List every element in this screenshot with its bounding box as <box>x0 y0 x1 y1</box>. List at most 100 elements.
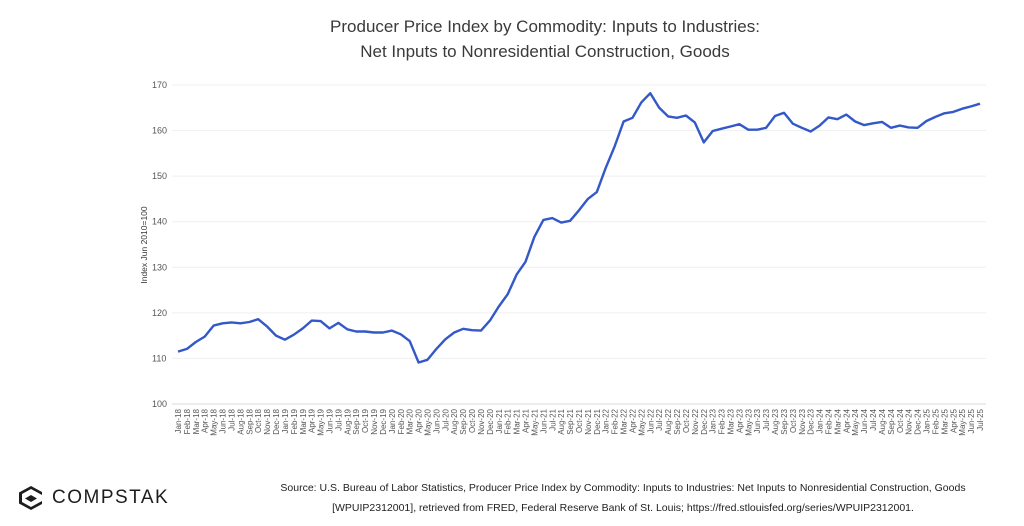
x-tick-label: Aug-20 <box>450 408 459 434</box>
x-tick-label: Aug-23 <box>771 408 780 434</box>
compstak-logo: COMPSTAK <box>18 484 169 512</box>
y-tick-label: 100 <box>152 399 167 409</box>
x-tick-label: Oct-24 <box>896 408 905 433</box>
y-tick-label: 120 <box>152 308 167 318</box>
x-tick-label: Aug-18 <box>236 408 245 434</box>
x-tick-label: May-25 <box>958 408 967 435</box>
x-tick-label: May-20 <box>424 408 433 435</box>
x-tick-label: Sep-18 <box>245 408 254 434</box>
x-tick-label: May-23 <box>744 408 753 435</box>
x-tick-label: Mar-18 <box>192 408 201 434</box>
x-tick-label: Mar-19 <box>299 408 308 434</box>
x-tick-label: Nov-20 <box>477 408 486 434</box>
x-tick-label: Apr-23 <box>735 408 744 433</box>
x-tick-label: Nov-21 <box>584 408 593 434</box>
x-tick-label: Jul-19 <box>334 408 343 430</box>
chart-title: Producer Price Index by Commodity: Input… <box>0 14 1024 64</box>
x-tick-label: Oct-23 <box>789 408 798 433</box>
x-tick-label: Aug-21 <box>557 408 566 434</box>
x-tick-label: Oct-19 <box>361 408 370 433</box>
x-tick-label: Jul-22 <box>655 408 664 430</box>
x-tick-label: Jun-23 <box>753 408 762 433</box>
x-tick-label: Feb-19 <box>290 408 299 434</box>
x-tick-label: Jun-18 <box>219 408 228 433</box>
x-tick-label: Aug-24 <box>878 408 887 434</box>
y-tick-label: 140 <box>152 217 167 227</box>
x-tick-label: Jul-20 <box>441 408 450 430</box>
x-tick-label: Mar-23 <box>726 408 735 434</box>
x-tick-label: Feb-24 <box>825 408 834 434</box>
x-tick-label: Jan-20 <box>388 408 397 433</box>
x-tick-label: May-22 <box>637 408 646 435</box>
x-tick-label: Dec-24 <box>914 408 923 434</box>
x-tick-label: Jul-24 <box>869 408 878 430</box>
x-tick-label: Apr-20 <box>415 408 424 433</box>
source-note: Source: U.S. Bureau of Labor Statistics,… <box>228 478 1018 518</box>
x-tick-label: Nov-18 <box>263 408 272 434</box>
x-tick-label: May-19 <box>317 408 326 435</box>
compstak-logo-icon <box>19 486 42 510</box>
x-tick-label: Apr-22 <box>628 408 637 433</box>
x-tick-label: Jul-18 <box>227 408 236 430</box>
x-tick-label: Feb-25 <box>931 408 940 434</box>
x-tick-label: Apr-21 <box>522 408 531 433</box>
y-tick-label: 150 <box>152 171 167 181</box>
x-tick-label: Dec-23 <box>807 408 816 434</box>
x-tick-label: Jan-24 <box>816 408 825 433</box>
x-tick-label: Jan-21 <box>495 408 504 433</box>
x-tick-label: May-21 <box>530 408 539 435</box>
x-tick-label: Mar-25 <box>940 408 949 434</box>
compstak-logo-text: COMPSTAK <box>52 487 170 508</box>
source-line-2: [WPUIP2312001], retrieved from FRED, Fed… <box>332 502 914 514</box>
x-tick-label: Dec-22 <box>700 408 709 434</box>
x-tick-label: Nov-24 <box>905 408 914 434</box>
x-tick-label: Aug-22 <box>664 408 673 434</box>
x-tick-label: Nov-19 <box>370 408 379 434</box>
x-tick-label: Mar-22 <box>620 408 629 434</box>
x-tick-label: Jun-20 <box>432 408 441 433</box>
x-tick-label: Jun-25 <box>967 408 976 433</box>
x-tick-label: Sep-24 <box>887 408 896 434</box>
y-axis-label: Index Jun 2010=100 <box>139 206 149 284</box>
x-tick-label: Feb-22 <box>611 408 620 434</box>
x-tick-label: Feb-21 <box>504 408 513 434</box>
x-tick-label: Dec-19 <box>379 408 388 434</box>
x-tick-label: Sep-22 <box>673 408 682 434</box>
x-tick-label: Sep-20 <box>459 408 468 434</box>
x-tick-label: Mar-20 <box>406 408 415 434</box>
x-tick-label: May-24 <box>851 408 860 435</box>
x-tick-label: Feb-23 <box>718 408 727 434</box>
x-tick-label: Sep-21 <box>566 408 575 434</box>
x-tick-label: Apr-18 <box>201 408 210 433</box>
x-tick-label: Oct-22 <box>682 408 691 433</box>
x-tick-label: Jan-23 <box>709 408 718 433</box>
y-tick-label: 130 <box>152 262 167 272</box>
x-tick-label: Apr-25 <box>949 408 958 433</box>
x-tick-label: Oct-20 <box>468 408 477 433</box>
x-tick-label: Jun-19 <box>325 408 334 433</box>
x-tick-label: Sep-19 <box>352 408 361 434</box>
chart-title-line-2: Net Inputs to Nonresidential Constructio… <box>360 42 730 61</box>
y-tick-label: 160 <box>152 126 167 136</box>
x-tick-label: Sep-23 <box>780 408 789 434</box>
x-tick-label: Feb-20 <box>397 408 406 434</box>
y-tick-label: 110 <box>152 353 166 363</box>
source-line-1: Source: U.S. Bureau of Labor Statistics,… <box>280 482 966 494</box>
x-tick-label: Jan-25 <box>923 408 932 433</box>
x-tick-label: Nov-22 <box>691 408 700 434</box>
x-tick-label: Feb-18 <box>183 408 192 434</box>
x-tick-label: Dec-21 <box>593 408 602 434</box>
x-tick-label: Jan-22 <box>602 408 611 433</box>
x-tick-label: Jun-22 <box>646 408 655 433</box>
x-tick-label: Jan-19 <box>281 408 290 433</box>
chart-title-line-1: Producer Price Index by Commodity: Input… <box>330 17 760 36</box>
x-tick-label: Apr-19 <box>308 408 317 433</box>
x-tick-label: Oct-21 <box>575 408 584 433</box>
x-tick-label: Jun-21 <box>539 408 548 433</box>
x-tick-label: Nov-23 <box>798 408 807 434</box>
x-tick-label: Jul-21 <box>548 408 557 430</box>
x-tick-label: Jul-25 <box>976 408 985 430</box>
y-tick-label: 170 <box>152 80 167 90</box>
x-tick-label: Jun-24 <box>860 408 869 433</box>
